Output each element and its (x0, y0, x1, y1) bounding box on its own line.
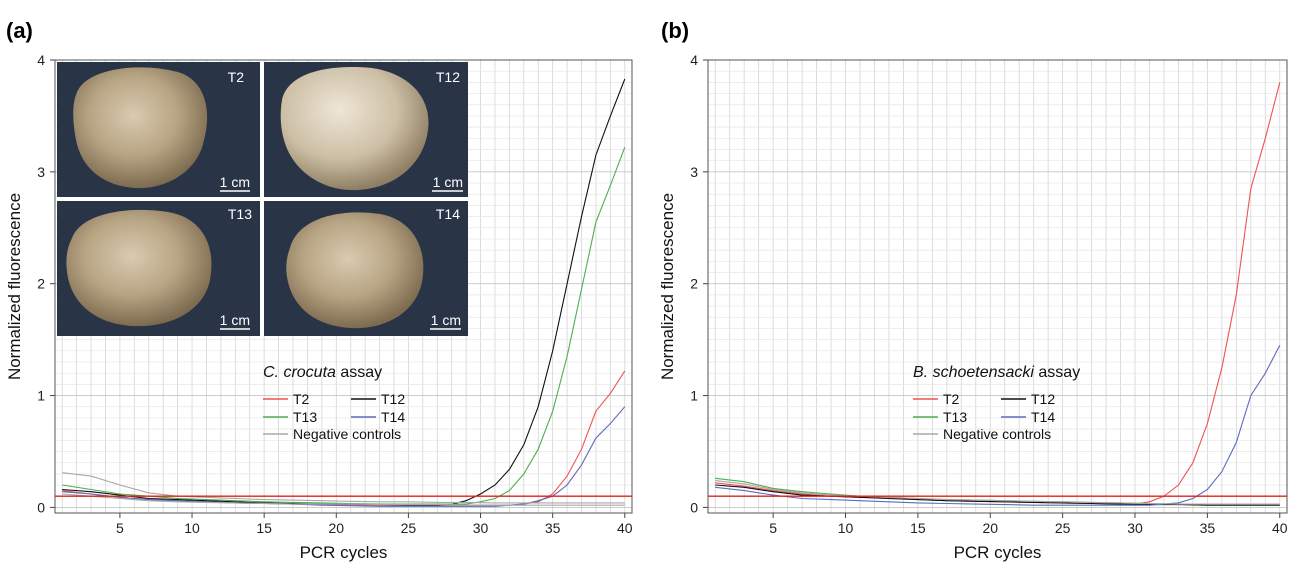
series-line-negative-controls (715, 480, 1280, 505)
photo-t13-label: T13 (228, 206, 252, 222)
series-line-t12 (62, 78, 626, 506)
series-line-negative-controls (62, 472, 625, 504)
x-tick-label: 20 (982, 520, 998, 536)
legend-entry-t14: T14 (1031, 409, 1055, 425)
rock-t12 (280, 67, 429, 191)
x-tick-label: 30 (473, 520, 489, 536)
rock-t14 (286, 212, 424, 329)
legend-entry-negative-controls: Negative controls (943, 426, 1051, 442)
legend-title: C. crocuta assay (263, 364, 382, 381)
y-tick-label: 2 (690, 276, 698, 292)
legend-title: B. schoetensacki assay (913, 364, 1080, 381)
legend-entry-t12: T12 (381, 391, 405, 407)
y-tick-label: 1 (690, 388, 698, 404)
legend-entry-t2: T2 (293, 391, 310, 407)
x-tick-label: 10 (838, 520, 854, 536)
y-tick-label: 1 (37, 388, 45, 404)
panel-b-label: (b) (661, 18, 689, 43)
x-tick-label: 35 (1200, 520, 1216, 536)
x-tick-label: 25 (401, 520, 417, 536)
legend-entry-t2: T2 (943, 391, 960, 407)
x-tick-label: 5 (769, 520, 777, 536)
photo-t14: T14 1 cm (264, 201, 468, 336)
specimen-photo-inset: T2 1 cm T12 1 cm T13 1 cm (57, 62, 468, 336)
legend-entry-t13: T13 (293, 409, 317, 425)
photo-t12-scale-label: 1 cm (433, 174, 463, 190)
y-tick-label: 0 (37, 499, 45, 515)
photo-t14-label: T14 (436, 206, 460, 222)
legend-entry-t14: T14 (381, 409, 405, 425)
x-tick-label: 20 (328, 520, 344, 536)
x-tick-label: 40 (617, 520, 633, 536)
panel-a-y-axis-label: Normalized fluorescence (5, 193, 24, 380)
panel-a-plot-frame (54, 59, 633, 514)
panel-a-x-axis-label: PCR cycles (300, 543, 388, 562)
y-tick-label: 3 (37, 164, 45, 180)
panel-b-x-axis-label: PCR cycles (954, 543, 1042, 562)
photo-t13-scale-label: 1 cm (220, 312, 250, 328)
panel-b-plot-frame (707, 59, 1288, 514)
panel-a-ticks: 5 10 15 20 25 30 35 40 0 1 2 3 4 (37, 52, 633, 536)
x-tick-label: 15 (910, 520, 926, 536)
photo-t12-label: T12 (436, 69, 460, 85)
y-tick-label: 0 (690, 499, 698, 515)
series-line-negative-controls (62, 493, 625, 506)
panel-b-series (708, 82, 1287, 506)
x-tick-label: 35 (545, 520, 561, 536)
rock-t13 (66, 209, 212, 327)
panel-a-label: (a) (6, 18, 33, 43)
photo-t13: T13 1 cm (57, 201, 260, 336)
x-tick-label: 30 (1127, 520, 1143, 536)
legend-entry-negative-controls: Negative controls (293, 426, 401, 442)
x-tick-label: 5 (116, 520, 124, 536)
rock-t2 (73, 67, 208, 189)
panel-a-series (55, 78, 632, 507)
photo-t2-scale-label: 1 cm (220, 174, 250, 190)
panel-b-ticks: 5 10 15 20 25 30 35 40 0 1 2 3 4 (690, 52, 1288, 536)
panel-b-y-axis-label: Normalized fluorescence (658, 193, 677, 380)
series-line-t14 (62, 406, 626, 507)
series-line-t12 (715, 484, 1280, 506)
x-tick-label: 15 (256, 520, 272, 536)
y-tick-label: 2 (37, 276, 45, 292)
legend-entry-t13: T13 (943, 409, 967, 425)
y-tick-label: 4 (690, 52, 698, 68)
y-tick-label: 4 (37, 52, 45, 68)
photo-t2: T2 1 cm (57, 62, 260, 197)
panel-b-grid (708, 59, 1287, 513)
legend-entry-t12: T12 (1031, 391, 1055, 407)
y-tick-label: 3 (690, 164, 698, 180)
panel-b: (b) 5 10 15 20 25 30 35 40 0 1 2 3 4 PCR cycles Norm… (658, 18, 1288, 562)
x-tick-label: 40 (1272, 520, 1288, 536)
panel-a: (a) 5 10 15 20 25 30 35 40 0 1 2 3 4 PCR cycles Norm… (5, 18, 633, 562)
series-line-t14 (715, 344, 1281, 506)
x-tick-label: 10 (184, 520, 200, 536)
photo-t2-label: T2 (228, 69, 245, 85)
photo-t12: T12 1 cm (264, 62, 468, 197)
x-tick-label: 25 (1055, 520, 1071, 536)
panel-b-legend: B. schoetensacki assay T2 T12 T13 T14Negativ… (913, 364, 1080, 442)
photo-t14-scale-label: 1 cm (431, 312, 461, 328)
